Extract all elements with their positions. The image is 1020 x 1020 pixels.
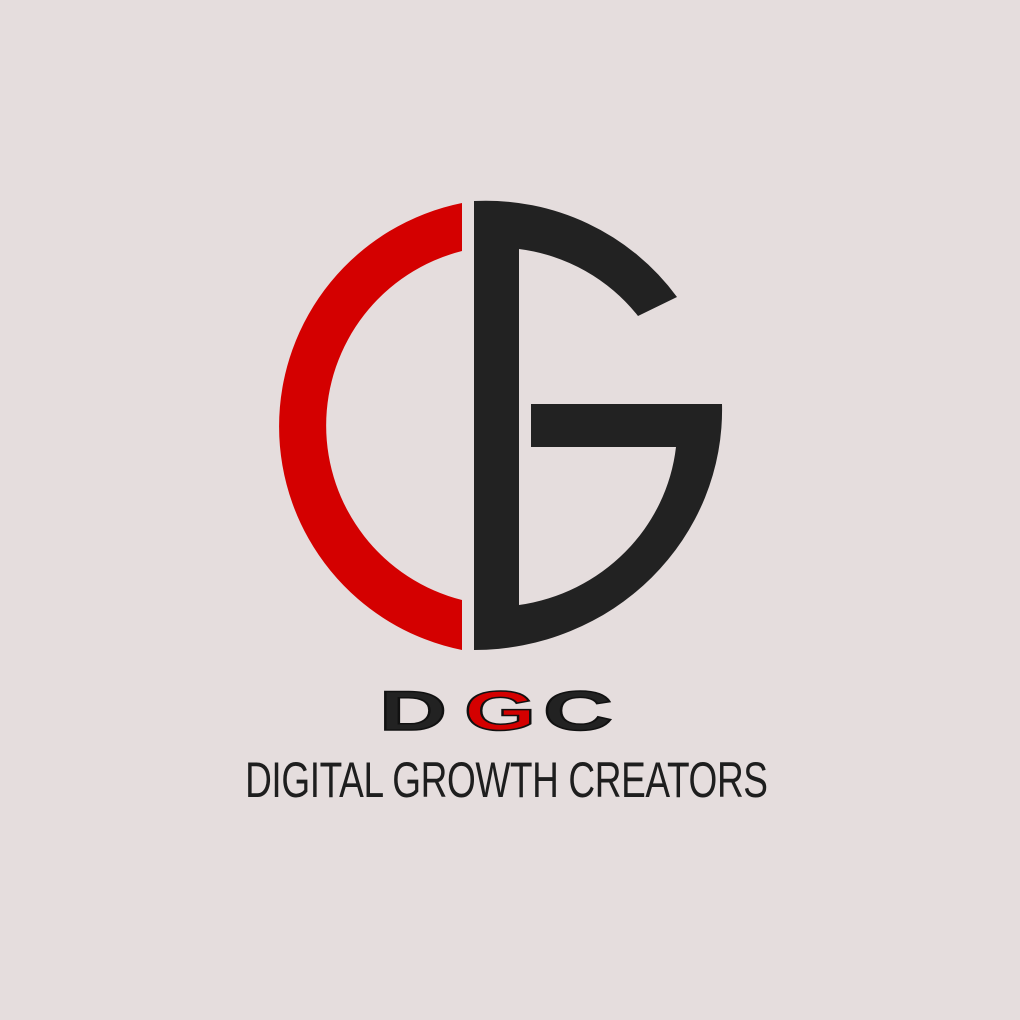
company-name: DIGITAL GROWTH CREATORS [245,752,768,808]
acronym-letters: D G C [378,678,614,743]
logo-g-shape [474,200,723,650]
acronym-letter-d: D [379,679,447,742]
logo-c-shape [279,203,462,650]
acronym-letter-g: G [464,679,536,742]
acronym-letter-c: C [543,679,613,742]
